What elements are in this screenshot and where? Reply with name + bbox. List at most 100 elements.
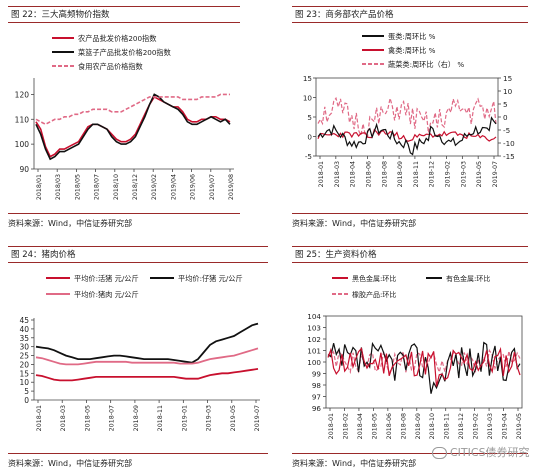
x-tick-label: 2018-09 <box>415 413 422 439</box>
x-tick-label: 2019/08 <box>228 174 235 200</box>
x-tick-label: 2018/07 <box>94 174 101 200</box>
y-tick-label: 100 <box>15 140 30 149</box>
y-tick-label: -5 <box>305 152 312 161</box>
y-tick-label: 30 <box>19 343 29 352</box>
x-tick-label: 2019-05 <box>516 413 523 439</box>
y-tick-label: 40 <box>19 325 29 334</box>
legend-label: 蛋类:周环比 % <box>388 32 436 41</box>
series-line <box>317 96 497 138</box>
series-line <box>35 93 231 161</box>
y-tick-label: 104 <box>307 312 321 321</box>
panel-title: 图 23：商务部农产品价格 <box>292 6 528 23</box>
y-tick-label: 0 <box>307 133 312 142</box>
x-tick-label: 2018/12 <box>132 174 139 200</box>
x-tick-label: 2019/07 <box>209 174 216 200</box>
source-note: 资料来源：Wind，中信证券研究部 <box>292 459 417 468</box>
y-tick-label: 15 <box>19 369 29 378</box>
legend-label: 蔬菜类:周环比（右） % <box>388 60 464 69</box>
x-tick-label: 2018-10 <box>429 413 436 439</box>
y-tick-label: 90 <box>19 165 29 174</box>
legend-label: 食用农产品价格指数 <box>78 62 143 71</box>
x-tick-label: 2018/03 <box>55 174 62 200</box>
y-tick-label: 10 <box>19 378 29 387</box>
watermark-text: CITICS债券研究 <box>450 446 530 459</box>
y-tick-label: 99 <box>312 370 322 379</box>
x-tick-label: 2018/01 <box>36 174 43 200</box>
x-tick-label: 2018-12 <box>458 413 465 439</box>
watermark: CITICS债券研究 <box>432 444 530 460</box>
x-tick-label: 2018-12 <box>429 161 436 187</box>
series-line <box>35 93 230 126</box>
source-note: 资料来源：Wind，中信证券研究部 <box>292 219 417 228</box>
y-tick-label: 10 <box>303 94 313 103</box>
x-tick-label: 2019-05 <box>230 405 237 431</box>
series-line <box>35 95 231 158</box>
x-tick-label: 2018-05 <box>371 413 378 439</box>
y-right-tick-label: 5 <box>503 100 508 109</box>
y-tick-label: 0 <box>24 396 29 405</box>
wechat-icon <box>432 447 447 459</box>
series-line <box>317 128 497 142</box>
y-tick-label: 110 <box>15 115 30 124</box>
legend-label: 橡胶产品:环比 <box>352 290 396 299</box>
legend-label: 农产品批发价格200指数 <box>78 34 156 43</box>
chart-production-materials: 96 97 98 99 100 101 102 103 104 2018-01 2018-02 201… <box>307 274 523 439</box>
panel-agri-price-index: 图 22：三大高频物价指数 90 100 110 120 2018/01 2018/03 2… <box>8 6 242 232</box>
y-tick-label: 101 <box>307 347 321 356</box>
y-tick-label: 96 <box>312 404 322 413</box>
x-tick-label: 2019-03 <box>206 405 213 431</box>
x-tick-label: 2018-01 <box>36 405 43 431</box>
x-tick-label: 2018-04 <box>350 161 357 187</box>
chart-mofcom-agri-prices: -5 0 5 10 15 -15 -10 -5 0 5 10 15 2018-01 2018-03 2018… <box>303 32 515 187</box>
chart-agri-price-index: 90 100 110 120 2018/01 2018/03 2018/05 2018/07 2… <box>15 34 235 200</box>
source-divider <box>292 213 528 214</box>
y-tick-label: 103 <box>307 324 321 333</box>
x-tick-label: 2018-06 <box>365 161 372 187</box>
x-tick-label: 2019-02 <box>473 413 480 439</box>
x-tick-label: 2019-07 <box>254 405 261 431</box>
x-tick-label: 2019-03 <box>487 413 494 439</box>
y-tick-label: 120 <box>15 90 30 99</box>
legend-label: 平均价:活猪 元/公斤 <box>74 274 139 283</box>
panel-mofcom-agri-prices: 图 23：商务部农产品价格 -5 0 5 10 15 -15 -10 -5 0 5 10 15 2018… <box>292 6 530 232</box>
x-tick-label: 2019-05 <box>476 161 483 187</box>
x-tick-label: 2019-01 <box>181 405 188 431</box>
source-note: 资料来源：Wind，中信证券研究部 <box>8 459 133 468</box>
y-tick-label: 100 <box>307 358 321 367</box>
y-tick-label: 45 <box>19 316 29 325</box>
y-tick-label: 35 <box>19 334 29 343</box>
series-line <box>317 116 497 156</box>
y-tick-label: 97 <box>312 393 321 402</box>
y-right-tick-label: 10 <box>503 87 513 96</box>
panel-title: 图 24：猪肉价格 <box>8 246 268 263</box>
panel-pork-prices: 图 24：猪肉价格 0 5 10 15 20 25 30 35 40 45 2018-01 2018-… <box>8 246 270 472</box>
series-line <box>35 368 259 382</box>
x-tick-label: 2018/10 <box>113 174 120 200</box>
panel-production-materials: 图 25：生产资料价格 96 97 98 99 100 101 102 103 104 2018-… <box>292 246 530 472</box>
x-tick-label: 2019-02 <box>445 161 452 187</box>
y-right-tick-label: 0 <box>503 113 508 122</box>
x-tick-label: 2018-09 <box>397 161 404 187</box>
panel-title: 图 22：三大高频物价指数 <box>8 6 240 23</box>
panel-title: 图 25：生产资料价格 <box>292 246 528 263</box>
x-tick-label: 2018-02 <box>342 413 349 439</box>
y-tick-label: 5 <box>307 113 312 122</box>
x-tick-label: 2018-11 <box>413 161 420 187</box>
x-tick-label: 2018/05 <box>74 174 81 200</box>
x-tick-label: 2019-03 <box>460 161 467 187</box>
x-tick-label: 2018-08 <box>400 413 407 439</box>
series-line <box>35 347 259 366</box>
x-tick-label: 2019/06 <box>190 174 197 200</box>
x-tick-label: 2018-03 <box>60 405 67 431</box>
x-tick-label: 2019-04 <box>502 413 509 439</box>
series-line <box>327 346 521 387</box>
legend-label: 平均价:仔猪 元/公斤 <box>178 274 243 283</box>
x-tick-label: 2019/04 <box>170 174 177 200</box>
x-tick-label: 2018-03 <box>334 161 341 187</box>
legend-label: 有色金属:环比 <box>446 274 490 283</box>
y-right-tick-label: -15 <box>503 152 515 161</box>
x-tick-label: 2019-07 <box>492 161 499 187</box>
legend-label: 黑色金属:环比 <box>352 274 396 283</box>
source-divider <box>8 453 268 454</box>
